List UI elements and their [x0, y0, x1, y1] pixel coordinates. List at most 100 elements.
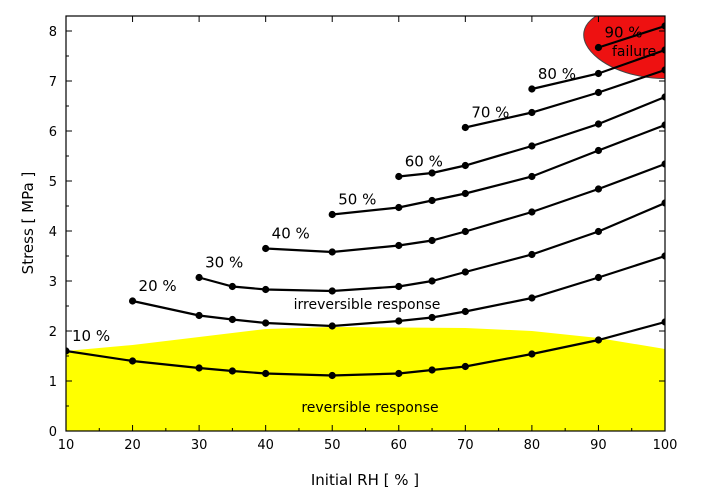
data-point: [395, 369, 403, 378]
data-point: [528, 85, 536, 93]
data-point: [661, 121, 665, 129]
data-point: [528, 172, 536, 181]
irreversible-annotation: irreversible response: [294, 297, 441, 313]
series-label: 90 %: [604, 24, 642, 42]
data-point: [461, 227, 469, 236]
y-tick-label: 8: [49, 25, 57, 40]
series-label: 10 %: [72, 327, 110, 345]
data-point: [661, 318, 665, 326]
data-point: [195, 364, 203, 372]
data-point: [428, 196, 436, 205]
data-point: [395, 241, 403, 250]
x-tick-label: 40: [257, 438, 274, 453]
data-point: [461, 362, 469, 371]
series-label: 20 %: [139, 277, 177, 295]
series-line: [398, 95, 665, 178]
data-point: [228, 315, 236, 324]
data-point: [461, 268, 469, 276]
data-point: [328, 210, 336, 219]
failure-annotation: failure: [612, 44, 656, 60]
data-point: [594, 120, 603, 128]
x-tick-label: 90: [590, 438, 607, 453]
series-line: [66, 320, 665, 377]
data-point: [528, 250, 536, 259]
series-line: [198, 201, 665, 293]
data-point: [428, 366, 436, 374]
data-point: [661, 66, 665, 74]
data-point: [594, 227, 603, 236]
y-tick-label: 2: [49, 325, 57, 340]
data-point: [461, 123, 469, 132]
y-tick-label: 0: [49, 425, 57, 440]
data-point: [528, 350, 536, 358]
series-label: 60 %: [405, 153, 443, 171]
data-point: [262, 369, 270, 378]
data-point: [594, 88, 603, 97]
series-line: [332, 123, 665, 216]
data-point: [328, 322, 336, 330]
data-point: [594, 185, 603, 193]
data-point: [594, 69, 603, 78]
x-tick-label: 80: [524, 438, 541, 453]
series-label: 30 %: [205, 254, 243, 272]
data-point: [594, 336, 603, 344]
y-tick-label: 1: [49, 375, 57, 390]
x-tick-label: 10: [58, 438, 75, 453]
data-point: [661, 199, 665, 207]
x-axis-title: Initial RH [ % ]: [311, 471, 419, 489]
data-point: [428, 313, 436, 322]
data-point: [661, 252, 665, 260]
data-point: [262, 285, 270, 294]
data-point: [594, 43, 603, 52]
series-label: 50 %: [338, 191, 376, 209]
y-tick-label: 5: [49, 175, 57, 190]
data-point: [428, 236, 436, 245]
data-point: [395, 172, 403, 181]
series-line: [465, 68, 665, 129]
data-point: [395, 282, 403, 291]
data-point: [262, 319, 270, 327]
reversible-response-region: [66, 327, 665, 431]
data-point: [328, 287, 336, 295]
data-point: [128, 357, 137, 365]
y-tick-label: 3: [49, 275, 57, 290]
data-point: [594, 146, 603, 155]
data-point: [594, 273, 603, 282]
x-tick-label: 70: [457, 438, 474, 453]
y-tick-label: 7: [49, 75, 57, 90]
x-tick-label: 50: [324, 438, 341, 453]
reversible-annotation: reversible response: [301, 400, 438, 416]
data-point: [66, 347, 70, 355]
data-point: [528, 208, 536, 216]
data-point: [228, 367, 236, 375]
series-label: 80 %: [538, 65, 576, 83]
x-tick-label: 100: [653, 438, 678, 453]
data-point: [195, 273, 203, 282]
data-point: [428, 277, 436, 285]
y-axis-title: Stress [ MPa ]: [19, 172, 37, 275]
series-label: 70 %: [471, 104, 509, 122]
data-point: [528, 108, 536, 117]
failure-region: [583, 16, 665, 79]
data-point: [461, 161, 469, 170]
data-point: [428, 169, 436, 177]
data-point: [461, 307, 469, 316]
series-line: [265, 162, 665, 254]
data-point: [228, 282, 236, 291]
data-point: [395, 317, 403, 325]
data-point: [328, 371, 336, 380]
data-point: [395, 203, 403, 212]
data-point: [661, 160, 665, 168]
data-point: [461, 189, 469, 198]
series-line: [598, 24, 665, 49]
data-point: [661, 22, 665, 30]
y-tick-label: 4: [49, 225, 57, 240]
data-point: [528, 142, 536, 150]
x-tick-label: 60: [391, 438, 408, 453]
data-point: [195, 311, 203, 320]
data-point: [328, 248, 336, 256]
series-label: 40 %: [272, 225, 310, 243]
data-point: [262, 244, 270, 253]
x-tick-label: 30: [191, 438, 208, 453]
